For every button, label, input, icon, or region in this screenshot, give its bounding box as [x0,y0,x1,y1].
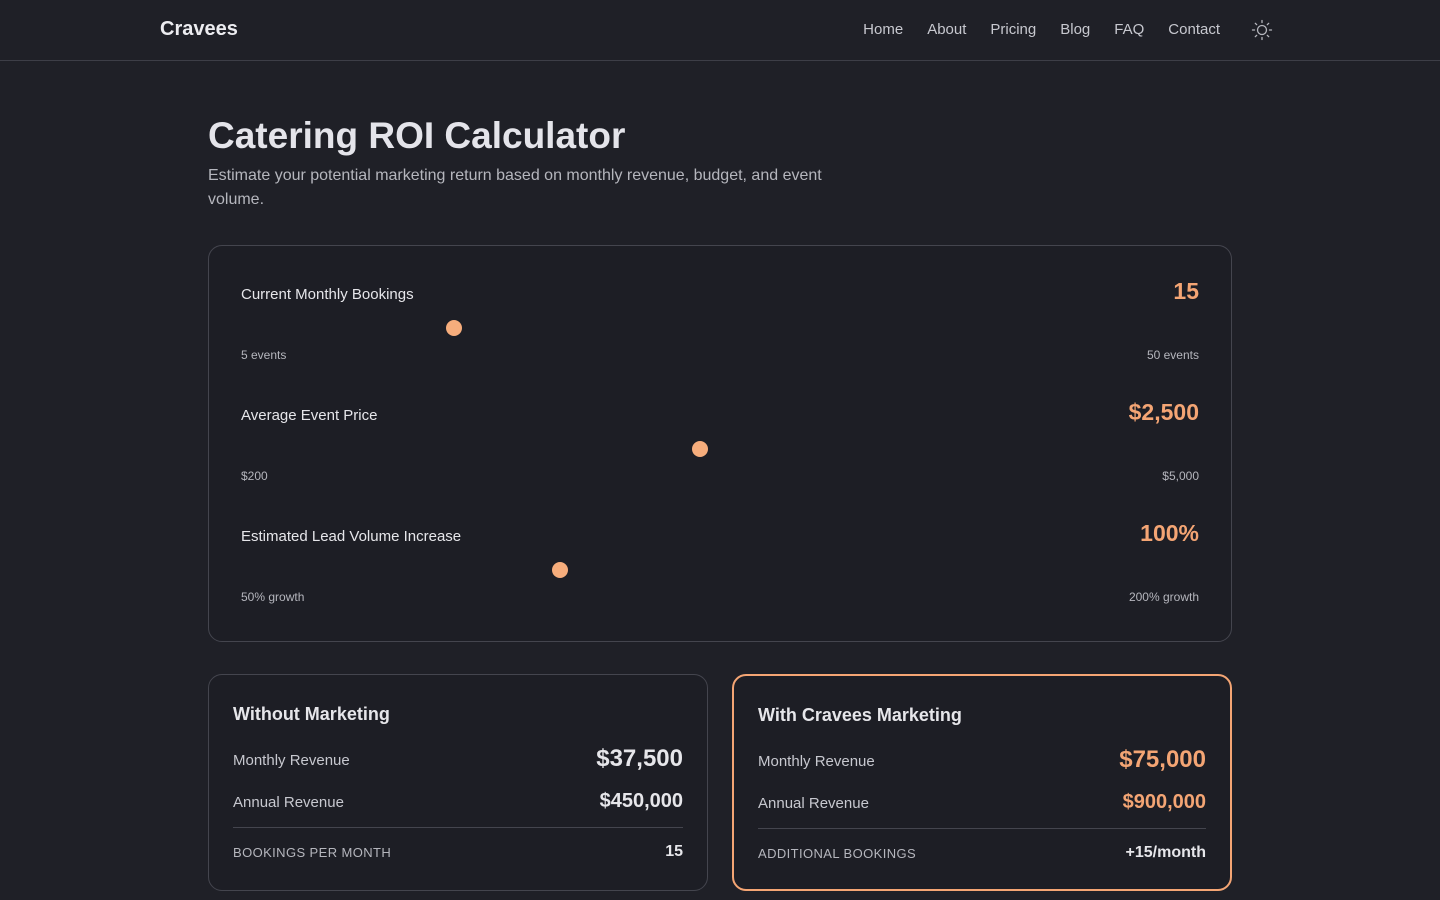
monthly-revenue-value: $75,000 [1119,746,1206,773]
brand-logo[interactable]: Cravees [160,18,238,40]
additional-bookings-label: ADDITIONAL BOOKINGS [758,846,917,861]
bookings-per-month-value: 15 [665,843,683,860]
monthly-revenue-label: Monthly Revenue [758,753,875,770]
slider-max-label: 200% growth [1128,590,1199,604]
slider-thumb[interactable] [445,320,462,336]
slider-min-label: $200 [241,469,268,483]
sun-icon [1251,19,1273,41]
nav-link-about[interactable]: About [927,21,967,38]
slider-lead-volume-increase: Estimated Lead Volume Increase 100% 50% … [241,512,1199,612]
page-title: Catering ROI Calculator [208,115,626,156]
top-nav: Cravees Home About Pricing Blog FAQ Cont… [0,0,1440,61]
slider-track[interactable] [241,319,1199,337]
annual-revenue-label: Annual Revenue [758,795,869,812]
slider-value: $2,500 [1128,399,1199,425]
slider-monthly-bookings: Current Monthly Bookings 15 5 events 50 … [241,270,1199,370]
slider-min-label: 50% growth [241,590,305,604]
card-title: With Cravees Marketing [758,705,962,725]
slider-value: 100% [1140,520,1199,546]
monthly-revenue-label: Monthly Revenue [233,752,350,769]
nav-link-blog[interactable]: Blog [1060,21,1091,38]
nav-link-faq[interactable]: FAQ [1114,21,1145,38]
theme-toggle-button[interactable] [1251,19,1273,41]
calculator-card: Current Monthly Bookings 15 5 events 50 … [208,245,1232,642]
nav-links: Home About Pricing Blog FAQ Contact [863,21,1220,38]
without-marketing-card: Without Marketing Monthly Revenue $37,50… [208,674,708,891]
slider-label: Average Event Price [241,407,378,424]
slider-track[interactable] [241,561,1199,579]
slider-track[interactable] [241,440,1199,458]
slider-max-label: $5,000 [1162,469,1199,483]
slider-thumb[interactable] [552,562,569,578]
slider-average-event-price: Average Event Price $2,500 $200 $5,000 [241,391,1199,491]
monthly-revenue-value: $37,500 [596,745,683,772]
nav-link-contact[interactable]: Contact [1168,21,1220,38]
slider-max-label: 50 events [1146,348,1199,362]
nav-link-pricing[interactable]: Pricing [990,21,1037,38]
slider-thumb[interactable] [692,441,709,457]
additional-bookings-value: +15/month [1125,844,1206,861]
divider [233,827,683,828]
annual-revenue-value: $450,000 [599,790,683,812]
nav-link-home[interactable]: Home [863,21,904,38]
annual-revenue-label: Annual Revenue [233,794,344,811]
bookings-per-month-label: BOOKINGS PER MONTH [233,845,392,860]
slider-min-label: 5 events [241,348,287,362]
divider [758,828,1206,829]
annual-revenue-value: $900,000 [1122,791,1206,813]
slider-label: Estimated Lead Volume Increase [241,528,462,545]
page-subtitle: Estimate your potential marketing return… [208,167,822,208]
card-title: Without Marketing [233,704,390,724]
slider-label: Current Monthly Bookings [241,286,414,303]
with-marketing-card: With Cravees Marketing Monthly Revenue $… [732,674,1232,891]
slider-value: 15 [1173,278,1199,304]
